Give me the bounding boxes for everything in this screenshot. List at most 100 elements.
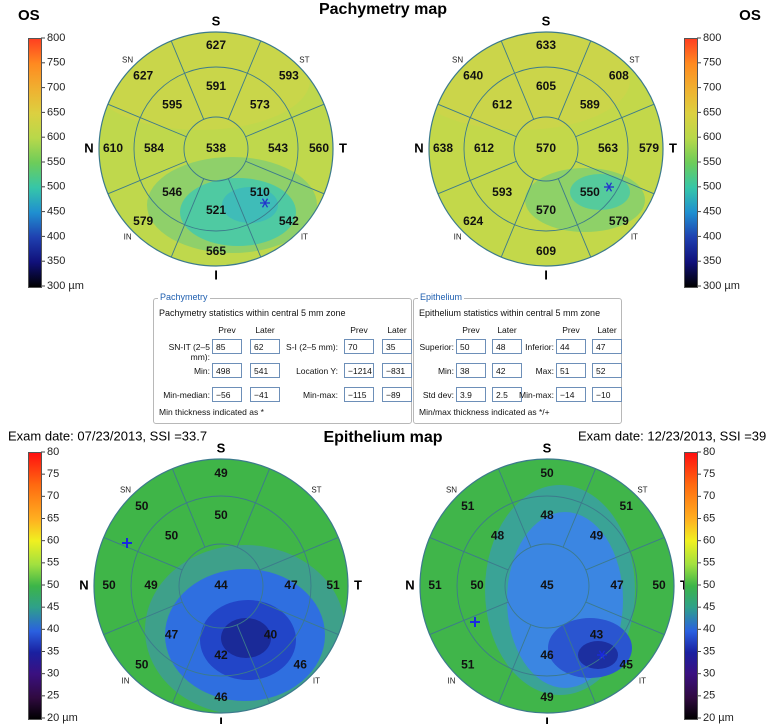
sector-line xyxy=(557,40,592,120)
sector-line xyxy=(259,601,339,636)
zone-value: 51 xyxy=(428,578,442,592)
orientation-label: I xyxy=(214,267,218,282)
sector-line xyxy=(245,103,325,138)
tick-label: 40 xyxy=(703,623,715,635)
zone-value: 579 xyxy=(133,214,153,228)
orientation-label: ST xyxy=(311,486,321,495)
tick-label: 55 xyxy=(703,557,715,569)
color-bar xyxy=(28,38,42,288)
sector-line xyxy=(562,468,597,548)
zone-value: 49 xyxy=(590,529,604,543)
orientation-label: ST xyxy=(629,56,639,65)
sector-line xyxy=(236,468,271,548)
polar-map: 570 605 589 563 550 570 593 612 612 633 608 579 579 6… xyxy=(414,13,677,282)
sector-line xyxy=(429,601,509,636)
sector-line xyxy=(227,40,262,120)
tick-label: 65 xyxy=(703,512,715,524)
tick-label: 400 xyxy=(703,230,721,242)
tick-label: 30 xyxy=(47,668,59,680)
zone-value: 638 xyxy=(433,141,453,155)
column-header: Prev xyxy=(350,325,368,335)
orientation-label: SN xyxy=(446,486,457,495)
zone-value: 50 xyxy=(540,466,554,480)
value-box: 52 xyxy=(592,363,622,378)
zone-value: 50 xyxy=(214,508,228,522)
row-label: Std dev: xyxy=(422,390,454,400)
tick-label: 700 xyxy=(47,82,65,94)
orientation-label: T xyxy=(339,140,347,155)
zone-value: 40 xyxy=(264,628,278,642)
orientation-label: S xyxy=(543,440,552,455)
value-box: 35 xyxy=(382,339,412,354)
tick-label: 60 xyxy=(703,535,715,547)
row-label: Min-median: xyxy=(163,390,210,400)
zone-value: 542 xyxy=(279,214,299,228)
sector-line xyxy=(585,536,665,571)
tick-label: 50 xyxy=(703,579,715,591)
column-header: Later xyxy=(497,325,517,335)
value-box: 85 xyxy=(212,339,242,354)
min-marker xyxy=(261,198,269,208)
zone-value: 50 xyxy=(135,657,149,671)
row-label: Inferior: xyxy=(525,342,554,352)
ring xyxy=(98,31,334,267)
sector-line xyxy=(557,178,592,258)
value-box: −14 xyxy=(556,387,586,402)
value-box: 498 xyxy=(212,363,242,378)
sector-line xyxy=(170,178,205,258)
section-title: Pachymetry map xyxy=(319,1,447,18)
color-bar xyxy=(684,452,698,720)
polar-map: 445047404247495049514646505050STINSTITIN… xyxy=(79,440,362,724)
zone-value: 640 xyxy=(463,68,483,82)
zone-value: 45 xyxy=(620,657,634,671)
sector-line xyxy=(245,160,325,195)
tick-label: 750 xyxy=(47,57,65,69)
tick-label: 500 xyxy=(47,181,65,193)
zone-value: 49 xyxy=(214,466,228,480)
tick-label: 30 xyxy=(703,668,715,680)
sector-line xyxy=(103,536,183,571)
row-label: Max: xyxy=(535,366,554,376)
tick-label: 450 xyxy=(47,206,65,218)
exam-date: Exam date: 12/23/2013, SSI =39.2 xyxy=(578,428,767,443)
sector-line xyxy=(437,103,517,138)
orientation-label: N xyxy=(414,140,423,155)
row-label: Min-max: xyxy=(303,390,338,400)
tick-label: 65 xyxy=(47,512,59,524)
tick-label: 350 xyxy=(47,255,65,267)
row-label: Min-max: xyxy=(519,390,554,400)
orientation-label: SN xyxy=(122,56,133,65)
orientation-label: S xyxy=(542,13,551,28)
orientation-label: ST xyxy=(299,56,309,65)
value-box: 541 xyxy=(250,363,280,378)
tick-label: 20 µm xyxy=(47,712,78,724)
ring xyxy=(428,31,664,267)
zone-value: 48 xyxy=(491,529,505,543)
zone-value: 627 xyxy=(133,68,153,82)
panel-caption: Epithelium statistics within central 5 m… xyxy=(419,308,601,318)
ring xyxy=(183,116,249,182)
min-marker xyxy=(598,650,606,660)
tick-label: 350 xyxy=(703,255,721,267)
ring xyxy=(513,116,579,182)
value-box: −831 xyxy=(382,363,412,378)
orientation-label: ST xyxy=(637,486,647,495)
zone-value: 560 xyxy=(309,141,329,155)
orientation-label: IT xyxy=(313,677,320,686)
zone-value: 538 xyxy=(206,141,226,155)
tick-label: 70 xyxy=(47,490,59,502)
zone-value: 543 xyxy=(268,141,288,155)
ring xyxy=(456,495,638,677)
zone-value: 563 xyxy=(598,141,618,155)
sector-line xyxy=(437,160,517,195)
row-label: Location Y: xyxy=(296,366,338,376)
zone-value: 633 xyxy=(536,38,556,52)
tick-label: 25 xyxy=(47,690,59,702)
sector-line xyxy=(259,536,339,571)
column-header: Prev xyxy=(218,325,236,335)
zone-value: 579 xyxy=(609,214,629,228)
zone-value: 42 xyxy=(214,648,228,662)
tick-label: 600 xyxy=(47,131,65,143)
value-box: −56 xyxy=(212,387,242,402)
sector-line xyxy=(171,468,206,548)
